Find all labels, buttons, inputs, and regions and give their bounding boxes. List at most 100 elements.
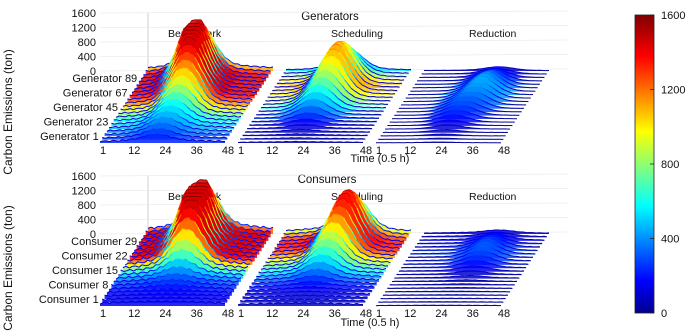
surface-mesh-line — [351, 62, 356, 69]
surface-mesh-line — [201, 136, 205, 139]
surface-mesh-line — [135, 265, 140, 268]
surface-mesh-line — [363, 60, 368, 65]
surface-mesh-line — [350, 303, 354, 305]
surface-mesh-line — [182, 196, 186, 201]
surface-mesh-line — [315, 290, 319, 293]
surface-mesh-line — [313, 133, 317, 135]
surface-mesh-line — [338, 235, 343, 240]
surface-mesh-line — [330, 302, 335, 305]
surface-mesh-line — [118, 136, 122, 138]
surface-mesh-line — [112, 301, 117, 303]
surface-mesh-line — [346, 116, 351, 119]
surface-mesh-line — [365, 205, 370, 211]
surface-mesh-line — [138, 251, 142, 254]
surface-mesh-line — [190, 43, 195, 48]
surface-mesh-line — [161, 242, 166, 249]
surface-mesh-line — [291, 249, 295, 252]
surface-mesh-line — [145, 253, 150, 256]
surface-mesh-line — [263, 288, 267, 291]
surface-mesh-line — [194, 131, 198, 135]
surface-mesh-line — [399, 72, 403, 74]
surface-mesh-line — [166, 88, 170, 94]
surface-mesh-line — [214, 96, 219, 99]
surface-mesh-line — [254, 244, 259, 247]
surface-mesh-line — [228, 233, 233, 239]
surface-mesh-line — [201, 267, 205, 270]
surface-mesh-line — [220, 238, 225, 244]
surface-mesh-line — [137, 122, 142, 126]
surface-mesh-line — [133, 258, 138, 261]
surface-mesh-line — [266, 278, 271, 280]
surface-mesh-line — [130, 97, 135, 101]
surface-mesh-line — [514, 71, 518, 73]
surface-mesh-line — [435, 110, 440, 113]
surface-mesh-line — [251, 244, 256, 247]
surface-mesh-line — [287, 236, 292, 238]
surface-mesh-line — [205, 93, 210, 99]
surface-mesh-line — [212, 114, 216, 116]
surface-mesh-line — [187, 50, 192, 55]
surface-mesh-line — [511, 247, 516, 250]
surface-mesh-line — [468, 126, 472, 129]
surface-mesh-line — [239, 97, 243, 100]
surface-mesh-line — [396, 86, 400, 88]
surface-mesh-line — [168, 292, 173, 295]
surface-mesh-line — [480, 241, 485, 244]
surface-mesh-line — [342, 206, 347, 211]
surface-mesh-line — [276, 106, 281, 108]
surface-mesh-line — [163, 248, 168, 253]
surface-mesh-line — [201, 121, 205, 123]
surface-mesh-line — [244, 292, 249, 295]
surface-mesh-line — [202, 211, 207, 219]
surface-mesh-line — [118, 139, 123, 142]
surface-mesh-line — [249, 235, 254, 239]
surface-mesh-line — [470, 243, 474, 246]
surface-mesh-line — [167, 299, 171, 303]
surface-mesh-line — [463, 253, 467, 257]
surface-mesh-line — [372, 80, 377, 83]
surface-mesh-line — [356, 51, 361, 55]
surface-mesh-line — [147, 226, 152, 229]
surface-mesh-line — [296, 113, 300, 116]
surface-mesh-line — [163, 269, 168, 271]
surface-mesh-line — [138, 275, 142, 278]
surface-mesh-line — [323, 286, 328, 290]
surface-mesh-line — [501, 239, 505, 242]
surface-mesh-line — [376, 81, 380, 84]
surface-mesh-line — [367, 215, 372, 223]
surface-mesh-line — [320, 76, 325, 79]
surface-mesh-line — [245, 71, 250, 75]
surface-mesh-line — [315, 274, 320, 278]
surface-mesh-line — [433, 114, 438, 117]
surface-mesh-line — [333, 85, 338, 89]
surface-mesh-line — [279, 115, 283, 118]
surface-mesh-line — [250, 302, 255, 305]
surface-mesh-line — [473, 75, 477, 79]
surface-mesh-line — [311, 249, 316, 255]
surface-mesh-line — [210, 104, 214, 108]
surface-mesh-line — [466, 100, 471, 103]
surface-mesh-line — [330, 113, 335, 116]
surface-mesh-line — [331, 63, 336, 68]
surface-mesh-line — [215, 263, 220, 266]
surface-mesh-line — [213, 197, 218, 205]
surface-mesh-line — [349, 99, 354, 102]
surface-mesh-line — [283, 232, 288, 235]
surface-mesh-line — [289, 255, 294, 259]
surface-mesh-line — [219, 88, 224, 93]
surface-mesh-line — [257, 229, 262, 231]
surface-mesh-line — [185, 258, 190, 263]
surface-mesh-line — [216, 293, 221, 297]
surface-mesh-line — [140, 285, 145, 289]
surface-mesh-line — [154, 299, 158, 303]
surface-mesh-line — [168, 235, 173, 241]
surface-mesh-line — [239, 231, 243, 234]
surface-mesh-line — [126, 108, 131, 110]
row-tick-label: Generator 23 — [44, 116, 109, 128]
surface-mesh-line — [235, 253, 239, 257]
surface-mesh-line — [273, 267, 278, 270]
surface-mesh-line — [245, 243, 250, 247]
surface-mesh-line — [197, 119, 202, 122]
surface-mesh-line — [145, 123, 149, 125]
surface-mesh-line — [341, 295, 346, 298]
